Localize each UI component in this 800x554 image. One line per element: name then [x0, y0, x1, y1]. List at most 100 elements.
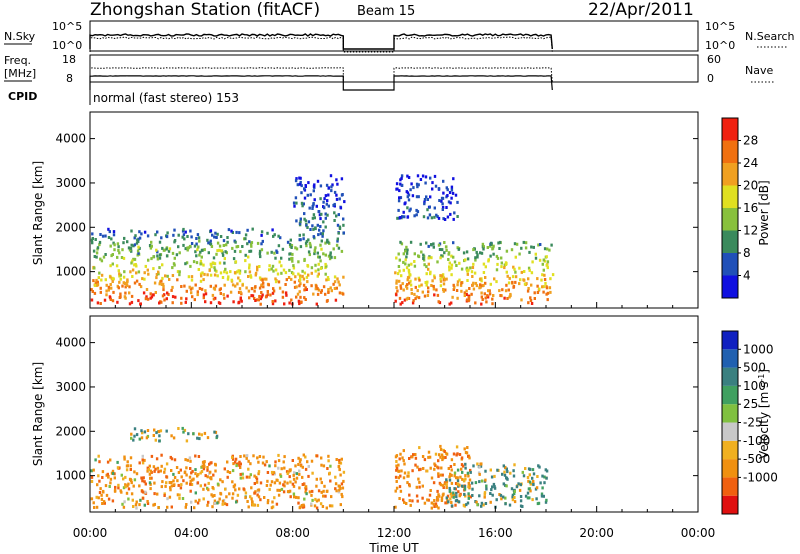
velocity-echo-cell	[277, 459, 281, 463]
velocity-echo-cell	[518, 488, 522, 492]
velocity-echo-cell	[484, 478, 487, 482]
power-echo-cell	[133, 243, 137, 247]
velocity-echo-cell	[130, 479, 133, 482]
velocity-echo-cell	[274, 464, 277, 468]
power-echo-cell	[429, 195, 432, 199]
velocity-echo-cell	[185, 481, 188, 485]
power-echo-cell	[259, 297, 262, 301]
power-echo-cell	[421, 174, 425, 178]
power-echo-cell	[272, 287, 275, 291]
velocity-echo-cell	[448, 486, 451, 490]
velocity-echo-cell	[522, 474, 526, 478]
velocity-echo-cell	[539, 481, 542, 485]
power-echo-cell	[333, 202, 336, 206]
power-echo-cell	[407, 270, 411, 274]
velocity-echo-cell	[418, 446, 421, 450]
velocity-echo-cell	[291, 482, 295, 486]
velocity-echo-cell	[515, 485, 519, 489]
velocity-echo-cell	[406, 474, 409, 478]
velocity-echo-cell	[338, 461, 341, 465]
xtick-label: 12:00	[377, 526, 412, 540]
velocity-echo-cell	[435, 496, 439, 499]
power-echo-cell	[303, 271, 307, 275]
power-echo-cell	[330, 289, 333, 293]
power-echo-cell	[331, 183, 334, 187]
power-echo-cell	[536, 291, 540, 294]
power-echo-cell	[399, 286, 403, 290]
power-echo-cell	[260, 248, 264, 252]
velocity-echo-cell	[493, 486, 497, 490]
velocity-echo-cell	[101, 489, 105, 493]
power-echo-cell	[458, 261, 461, 265]
velocity-echo-cell	[513, 496, 516, 499]
power-echo-cell	[395, 256, 398, 260]
power-echo-cell	[420, 250, 423, 254]
velocity-echo-cell	[408, 493, 411, 497]
power-echo-cell	[479, 251, 482, 255]
velocity-echo-cell	[489, 468, 492, 472]
power-echo-cell	[433, 293, 436, 297]
power-echo-cell	[528, 268, 531, 272]
velocity-echo-cell	[298, 486, 301, 490]
power-echo-cell	[543, 247, 547, 251]
power-echo-cell	[138, 282, 141, 286]
velocity-echo-cell	[135, 433, 139, 437]
power-echo-cell	[490, 243, 493, 246]
power-echo-cell	[530, 302, 534, 305]
velocity-echo-cell	[467, 474, 470, 478]
velocity-colorbar-segment	[722, 349, 738, 368]
velocity-echo-cell	[124, 483, 127, 487]
velocity-colorbar-label: 25	[743, 397, 758, 411]
power-echo-cell	[137, 251, 140, 255]
power-echo-cell	[417, 296, 421, 300]
velocity-echo-cell	[123, 457, 126, 461]
power-echo-cell	[314, 269, 317, 273]
velocity-echo-cell	[130, 481, 133, 485]
power-echo-cell	[455, 289, 459, 292]
velocity-echo-cell	[172, 472, 175, 476]
velocity-echo-cell	[122, 505, 126, 509]
power-echo-cell	[427, 262, 430, 266]
power-echo-cell	[294, 179, 298, 183]
velocity-echo-cell	[394, 475, 398, 479]
velocity-echo-cell	[156, 492, 159, 496]
velocity-echo-cell	[301, 475, 304, 479]
power-echo-cell	[338, 291, 342, 295]
velocity-echo-cell	[253, 474, 256, 478]
power-echo-cell	[109, 275, 112, 279]
power-echo-cell	[319, 225, 322, 228]
velocity-echo-cell	[437, 474, 440, 478]
power-echo-cell	[299, 217, 302, 221]
velocity-echo-cell	[464, 494, 467, 498]
velocity-echo-cell	[170, 484, 173, 488]
velocity-echo-cell	[490, 488, 493, 492]
power-echo-cell	[200, 274, 203, 278]
power-echo-cell	[215, 236, 218, 239]
power-echo-cell	[215, 269, 218, 273]
velocity-echo-scatter	[90, 426, 549, 510]
power-echo-cell	[546, 266, 549, 270]
power-echo-cell	[404, 201, 407, 205]
power-echo-cell	[395, 293, 398, 297]
power-echo-cell	[182, 243, 185, 247]
velocity-echo-cell	[414, 463, 417, 467]
power-echo-cell	[188, 285, 191, 289]
power-echo-cell	[445, 277, 448, 281]
power-echo-cell	[171, 295, 175, 299]
power-echo-cell	[155, 273, 159, 276]
power-echo-cell	[469, 266, 472, 270]
velocity-echo-cell	[293, 495, 296, 499]
power-echo-cell	[405, 190, 408, 194]
velocity-echo-cell	[251, 500, 254, 504]
velocity-echo-cell	[445, 452, 449, 456]
velocity-echo-cell	[407, 471, 410, 475]
power-echo-cell	[398, 279, 401, 283]
velocity-colorbar-segment	[722, 422, 738, 441]
power-echo-cell	[290, 277, 293, 281]
xtick-label: 08:00	[275, 526, 310, 540]
velocity-echo-cell	[140, 489, 144, 493]
velocity-echo-cell	[330, 495, 333, 499]
velocity-echo-cell	[160, 453, 163, 457]
velocity-echo-cell	[216, 501, 219, 505]
power-echo-cell	[157, 270, 160, 274]
